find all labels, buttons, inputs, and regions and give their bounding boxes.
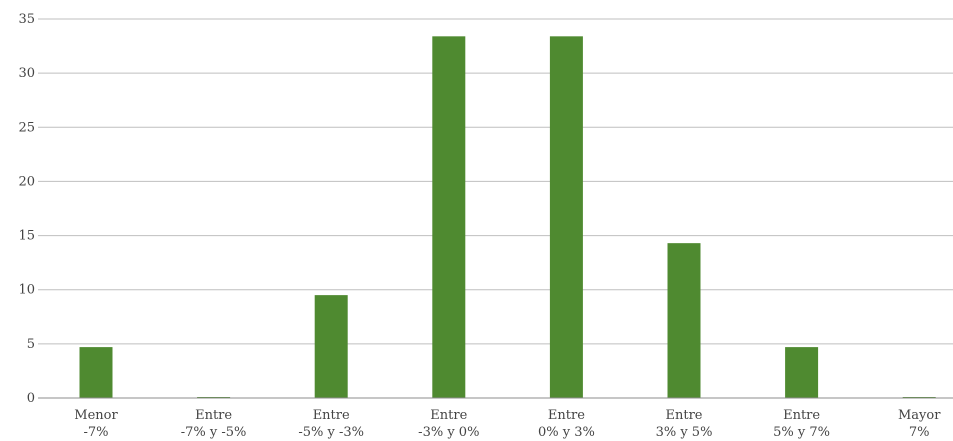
y-tick-label: 15 bbox=[18, 229, 35, 244]
bars bbox=[79, 36, 936, 398]
bar bbox=[314, 295, 348, 398]
bar bbox=[432, 36, 466, 398]
bar bbox=[549, 36, 583, 398]
grid-lines bbox=[38, 18, 953, 399]
y-tick-label: 25 bbox=[18, 120, 35, 135]
y-tick-label: 35 bbox=[18, 12, 35, 27]
x-tick-label: Entre -5% y -3% bbox=[298, 408, 364, 440]
y-axis-ticks: 0 5 10 15 20 25 30 35 bbox=[18, 12, 35, 406]
bar bbox=[785, 347, 819, 398]
y-tick-label: 30 bbox=[18, 66, 35, 81]
x-tick-label: Entre 0% y 3% bbox=[538, 408, 595, 440]
y-tick-label: 10 bbox=[18, 283, 35, 298]
x-tick-label: Entre 3% y 5% bbox=[656, 408, 713, 440]
x-tick-label: Entre -3% y 0% bbox=[418, 408, 479, 440]
bar bbox=[667, 243, 701, 398]
y-tick-label: 20 bbox=[18, 174, 35, 189]
y-tick-label: 5 bbox=[27, 337, 35, 352]
x-tick-label: Entre -7% y -5% bbox=[181, 408, 247, 440]
x-tick-label: Menor -7% bbox=[74, 408, 118, 440]
bar bbox=[79, 347, 113, 398]
y-tick-label: 0 bbox=[27, 391, 35, 406]
x-axis-labels: Menor -7% Entre -7% y -5% Entre -5% y -3% Entr… bbox=[74, 408, 941, 440]
x-tick-label: Entre 5% y 7% bbox=[773, 408, 830, 440]
x-tick-label: Mayor 7% bbox=[898, 408, 941, 440]
